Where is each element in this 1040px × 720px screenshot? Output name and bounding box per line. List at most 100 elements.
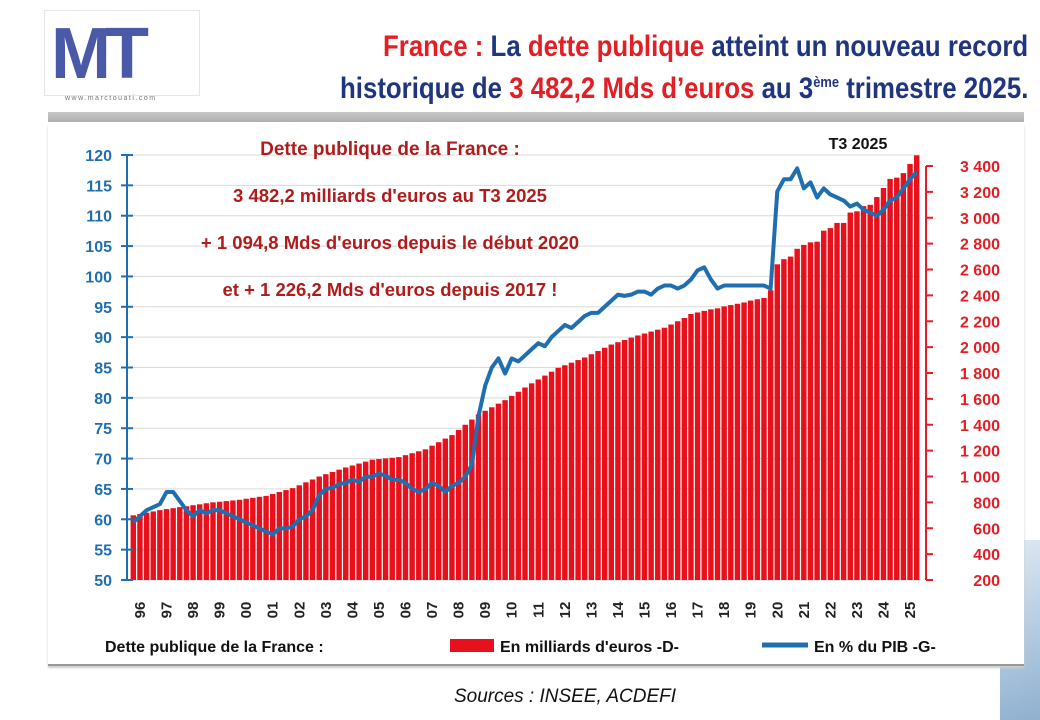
source-note: Sources : INSEE, ACDEFI [453,686,677,707]
bar [628,337,634,580]
bar [422,449,429,580]
bar [774,264,780,580]
bar [621,340,628,580]
x-tick-label: 13 [583,602,600,619]
bar [814,241,820,580]
logo: MT www.marctouati.com [44,10,200,102]
bar [130,515,137,580]
x-tick-label: 16 [663,602,680,619]
bar [575,360,581,580]
bar [150,511,156,580]
bar [409,453,415,580]
bar [635,335,641,580]
bar [608,344,615,580]
x-tick-label: 98 [185,602,202,619]
annotation: + 1 094,8 Mds d'euros depuis le début 20… [201,232,579,253]
right-tick-label: 2 400 [960,288,1000,305]
bar [230,500,236,580]
bar [701,310,707,580]
bar [349,465,356,580]
legend-label-bars: En milliards d'euros -D- [500,639,679,656]
title-part: France : [382,30,491,63]
bar [754,299,761,580]
left-tick-label: 90 [94,330,112,347]
bar [834,222,840,581]
bar [462,424,468,580]
bar [356,463,362,580]
bar [588,354,595,580]
bar [668,324,674,580]
bar [177,507,183,580]
bar [555,367,561,580]
bar [336,469,342,580]
bar [276,492,283,580]
bar [283,490,289,580]
bar [369,459,376,580]
left-tick-label: 50 [94,573,112,590]
x-tick-label: 97 [159,602,176,619]
legend-swatch-bars [450,639,494,652]
title-part: atteint un nouveau record [704,30,1028,63]
bar [475,414,482,580]
x-tick-label: 15 [636,602,653,619]
title-part: dette publique [527,30,705,63]
divider [48,112,1024,122]
right-tick-label: 1 200 [960,444,1000,461]
bar [449,435,455,580]
bar [343,467,349,580]
bar [362,461,369,580]
bar [170,508,176,580]
bar [674,321,681,580]
left-tick-label: 80 [94,391,112,408]
bar [568,362,575,580]
x-tick-label: 07 [424,602,441,619]
right-tick-label: 1 000 [960,470,1000,487]
right-tick-label: 1 800 [960,366,1000,383]
right-tick-label: 800 [973,495,1000,512]
bar [495,403,502,580]
series-line-pct-gdp [131,166,919,537]
bar [509,395,515,580]
bar [183,506,190,580]
left-tick-label: 115 [86,178,112,195]
left-tick-label: 70 [94,452,112,469]
bar [137,514,143,580]
bar [907,163,913,580]
left-tick-label: 120 [85,148,112,165]
bar [389,457,395,580]
x-tick-label: 12 [557,602,574,619]
bar [469,419,475,580]
bar [728,305,734,580]
bar [522,387,528,580]
bar [900,173,907,580]
right-tick-label: 1 400 [960,418,1000,435]
bar [455,429,462,580]
bar [303,482,309,580]
bar [641,333,648,580]
bar [223,501,229,580]
bar [860,206,867,580]
title-part: 3 482,2 Mds d’euros [508,72,755,105]
bar [874,197,880,581]
right-tick-label: 3 200 [960,185,1000,202]
bar [190,505,196,580]
bar [708,309,714,580]
bar [688,314,694,580]
bar [840,222,847,581]
bar [203,503,210,580]
bar [528,383,535,580]
x-tick-label: 17 [690,602,707,619]
right-tick-label: 400 [973,547,1000,564]
x-tick-label: 08 [451,602,468,619]
left-tick-label: 105 [85,239,112,256]
bar [263,495,269,580]
legend-label-line: En % du PIB -G- [814,639,936,656]
bar [482,410,488,580]
bar [535,379,541,580]
left-tick-label: 95 [94,300,112,317]
annotation: 3 482,2 milliards d'euros au T3 2025 [233,185,547,206]
left-tick-label: 110 [86,209,112,226]
bar [714,308,721,580]
x-tick-label: 22 [822,602,839,619]
bar [761,297,767,580]
